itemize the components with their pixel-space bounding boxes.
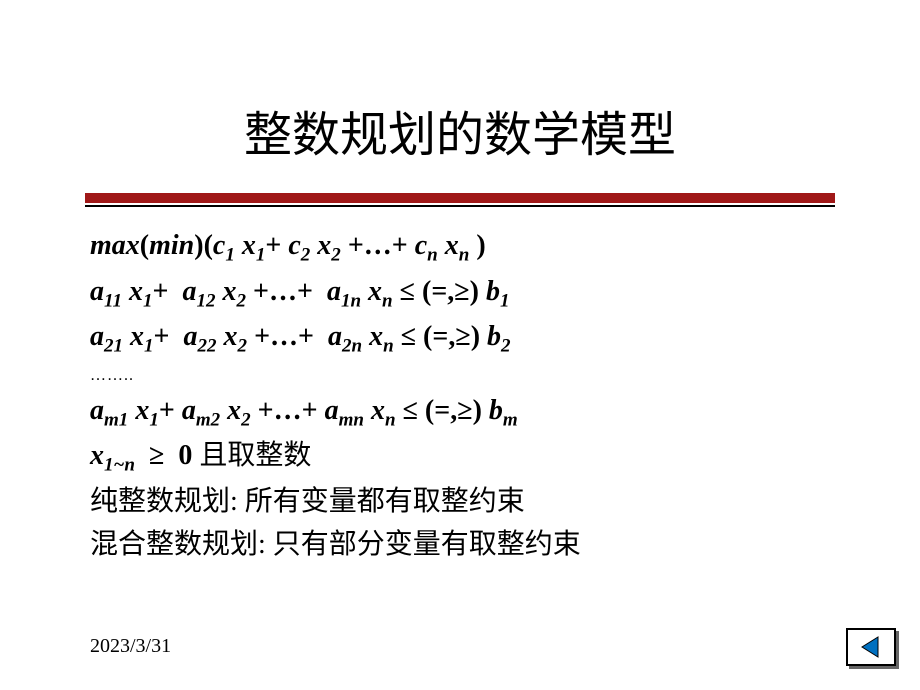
ellipsis-line: …….. — [90, 362, 830, 390]
prev-slide-button[interactable] — [846, 628, 896, 666]
title-divider — [85, 193, 835, 207]
triangle-left-icon — [858, 634, 884, 660]
constraint-m: am1 x1+ am2 x2 +…+ amn xn ≤ (=,≥) bm — [90, 390, 830, 436]
pure-integer-programming: 纯整数规划: 所有变量都有取整约束 — [90, 481, 830, 524]
nonnegativity-integer: x1~n ≥ 0 且取整数 — [90, 435, 830, 481]
constraint-1: a11 x1+ a12 x2 +…+ a1n xn ≤ (=,≥) b1 — [90, 271, 830, 317]
objective-function: max(min)(c1 x1+ c2 x2 +…+ cn xn ) — [90, 225, 830, 271]
slide-content: max(min)(c1 x1+ c2 x2 +…+ cn xn ) a11 x1… — [0, 225, 920, 566]
slide-container: 整数规划的数学模型 max(min)(c1 x1+ c2 x2 +…+ cn x… — [0, 0, 920, 690]
constraint-2: a21 x1+ a22 x2 +…+ a2n xn ≤ (=,≥) b2 — [90, 316, 830, 362]
mixed-integer-programming: 混合整数规划: 只有部分变量有取整约束 — [90, 524, 830, 567]
divider-thick — [85, 193, 835, 203]
integer-constraint-text: 且取整数 — [199, 440, 311, 471]
slide-title: 整数规划的数学模型 — [0, 0, 920, 193]
slide-date: 2023/3/31 — [90, 635, 171, 658]
divider-thin — [85, 205, 835, 207]
